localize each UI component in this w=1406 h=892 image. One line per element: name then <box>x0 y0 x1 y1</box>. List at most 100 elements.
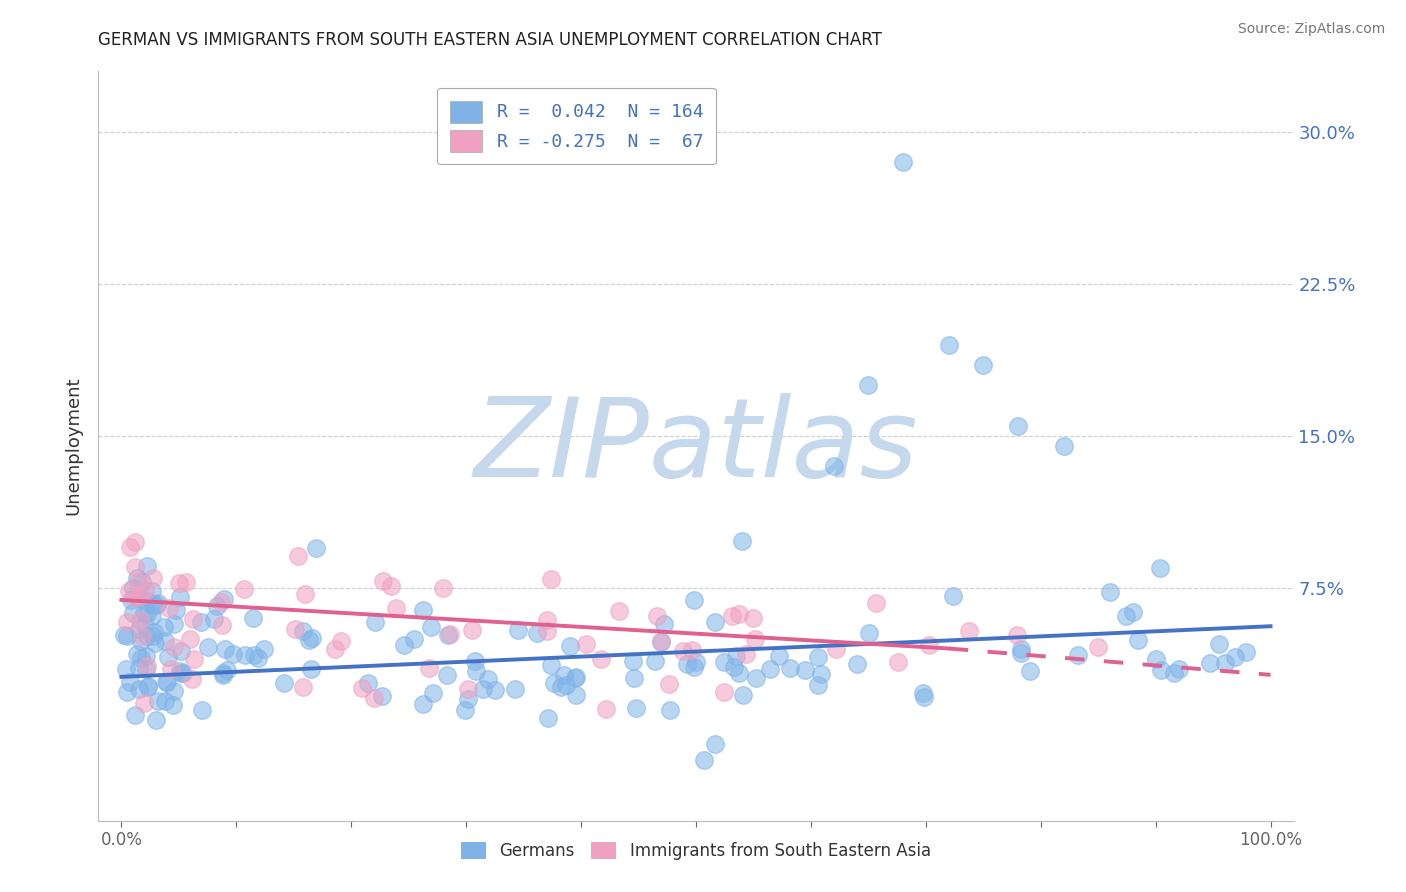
Point <box>129 633 152 648</box>
Text: Source: ZipAtlas.com: Source: ZipAtlas.com <box>1237 22 1385 37</box>
Text: ZIPatlas: ZIPatlas <box>474 392 918 500</box>
Point <box>371 574 394 588</box>
Point <box>163 683 186 698</box>
Point <box>536 613 558 627</box>
Point <box>135 593 157 607</box>
Point <box>887 655 910 669</box>
Point <box>170 644 193 658</box>
Point <box>169 590 191 604</box>
Point <box>681 643 703 657</box>
Point <box>167 576 190 591</box>
Point <box>1213 656 1236 670</box>
Point <box>418 660 440 674</box>
Point <box>704 615 727 630</box>
Point <box>794 663 817 677</box>
Point <box>212 668 235 682</box>
Point <box>128 622 150 636</box>
Point <box>243 648 266 662</box>
Point <box>181 672 204 686</box>
Point <box>141 609 163 624</box>
Point <box>112 628 135 642</box>
Point <box>292 624 315 638</box>
Point <box>215 663 238 677</box>
Point <box>128 589 150 603</box>
Point <box>131 574 153 589</box>
Point <box>297 632 319 647</box>
Point <box>725 648 748 663</box>
Point <box>124 707 146 722</box>
Point <box>148 597 170 611</box>
Point <box>165 603 187 617</box>
Point <box>305 541 328 555</box>
Point <box>142 598 165 612</box>
Point <box>287 549 309 563</box>
Point <box>179 632 201 647</box>
Point <box>457 682 479 697</box>
Point <box>721 608 744 623</box>
Point <box>555 678 578 692</box>
Point <box>136 629 159 643</box>
Point <box>301 631 323 645</box>
Point <box>183 652 205 666</box>
Point <box>472 682 495 697</box>
Point <box>858 626 880 640</box>
Point <box>565 670 588 684</box>
Point <box>363 691 385 706</box>
Point <box>505 682 527 697</box>
Point <box>209 595 232 609</box>
Point <box>457 691 479 706</box>
Point <box>845 657 868 672</box>
Point <box>1199 657 1222 671</box>
Point <box>169 665 191 680</box>
Point <box>117 583 139 598</box>
Point <box>464 654 486 668</box>
Point <box>1007 418 1029 433</box>
Point <box>553 668 575 682</box>
Point <box>938 337 960 351</box>
Point <box>623 671 645 685</box>
Point <box>744 671 766 685</box>
Point <box>806 678 828 692</box>
Point <box>477 672 499 686</box>
Point <box>141 583 163 598</box>
Point <box>420 620 443 634</box>
Point <box>526 626 548 640</box>
Point <box>733 688 755 702</box>
Point <box>136 679 159 693</box>
Point <box>858 378 880 392</box>
Point <box>176 574 198 589</box>
Point <box>731 534 754 549</box>
Point <box>540 572 562 586</box>
Point <box>122 591 145 605</box>
Point <box>169 664 191 678</box>
Point <box>676 657 699 671</box>
Point <box>537 711 560 725</box>
Point <box>115 662 138 676</box>
Point <box>125 572 148 586</box>
Point <box>134 618 156 632</box>
Text: GERMAN VS IMMIGRANTS FROM SOUTH EASTERN ASIA UNEMPLOYMENT CORRELATION CHART: GERMAN VS IMMIGRANTS FROM SOUTH EASTERN … <box>98 31 883 49</box>
Point <box>1053 439 1076 453</box>
Point <box>214 642 236 657</box>
Point <box>136 680 159 694</box>
Point <box>650 634 672 648</box>
Point <box>1115 608 1137 623</box>
Point <box>713 685 735 699</box>
Point <box>145 713 167 727</box>
Point <box>135 607 157 621</box>
Point <box>589 652 612 666</box>
Point <box>624 701 647 715</box>
Point <box>658 677 681 691</box>
Point <box>246 651 269 665</box>
Point <box>127 574 149 589</box>
Point <box>672 644 695 658</box>
Point <box>1122 605 1144 619</box>
Point <box>235 648 257 662</box>
Point <box>136 559 159 574</box>
Point <box>565 688 588 702</box>
Point <box>647 608 669 623</box>
Point <box>1010 646 1032 660</box>
Point <box>1234 645 1257 659</box>
Point <box>768 649 790 664</box>
Point <box>536 624 558 638</box>
